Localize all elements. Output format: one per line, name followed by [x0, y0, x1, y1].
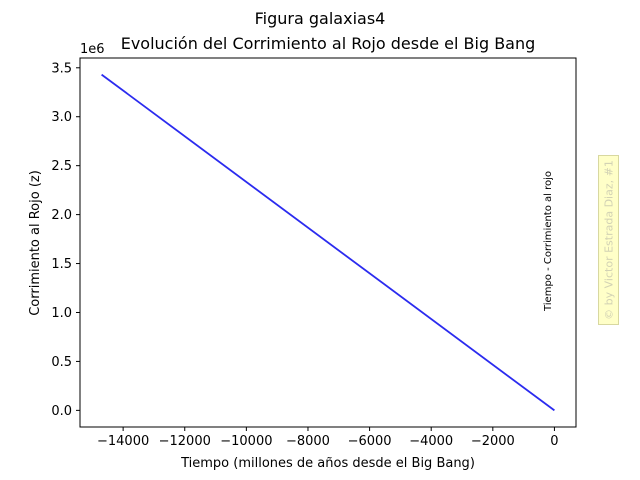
x-tick-label: −10000 — [220, 434, 272, 449]
series-line — [101, 73, 555, 412]
plot-frame — [79, 57, 577, 428]
x-tick-label: −4000 — [409, 434, 453, 449]
x-tick-label: −6000 — [348, 434, 392, 449]
watermark-text: © by Victor Estrada Diaz, #1 — [602, 160, 615, 320]
x-axis: −14000 −12000 −10000 −8000 −6000 −4000 −2000 0 — [97, 427, 559, 449]
watermark-box: © by Victor Estrada Diaz, #1 — [598, 155, 619, 325]
y-tick-label: 3.5 — [51, 61, 72, 76]
chart-title: Evolución del Corrimiento al Rojo desde … — [121, 34, 536, 53]
y-axis: 0.0 0.5 1.0 1.5 2.0 2.5 3.0 3.5 — [51, 61, 80, 419]
y-tick-label: 2.5 — [51, 159, 72, 174]
x-tick-label: −14000 — [97, 434, 149, 449]
y-tick-label: 0.0 — [51, 404, 72, 419]
y-tick-label: 1.5 — [51, 257, 72, 272]
y-tick-label: 3.0 — [51, 110, 72, 125]
series-annotation: Tiempo - Corrimiento al rojo — [543, 171, 554, 312]
plot-area: −14000 −12000 −10000 −8000 −6000 −4000 −2000 0 … — [51, 57, 577, 449]
figure-suptitle: Figura galaxias4 — [255, 9, 386, 28]
x-tick-label: −12000 — [159, 434, 211, 449]
x-tick-label: 0 — [550, 434, 558, 449]
y-tick-label: 1.0 — [51, 306, 72, 321]
x-tick-label: −2000 — [471, 434, 515, 449]
y-tick-label: 0.5 — [51, 355, 72, 370]
y-offset-label: 1e6 — [80, 42, 105, 57]
x-tick-label: −8000 — [286, 434, 330, 449]
series-layer — [101, 73, 555, 412]
x-axis-label: Tiempo (millones de años desde el Big Ba… — [180, 456, 475, 471]
y-axis-label: Corrimiento al Rojo (z) — [28, 170, 43, 316]
y-tick-label: 2.0 — [51, 208, 72, 223]
